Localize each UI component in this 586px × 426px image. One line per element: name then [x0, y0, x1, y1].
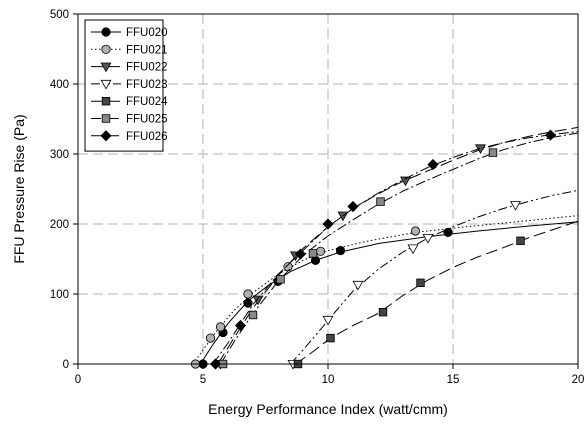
series-line — [212, 131, 579, 365]
data-point — [510, 201, 521, 211]
data-point — [234, 319, 247, 332]
series-line — [290, 189, 579, 365]
data-point — [205, 333, 216, 343]
x-axis-label: Energy Performance Index (watt/cmm) — [208, 401, 448, 417]
x-tick-label: 10 — [322, 374, 335, 386]
y-tick-label: 300 — [50, 149, 69, 161]
y-tick-label: 0 — [63, 359, 69, 371]
legend-marker — [101, 97, 111, 106]
data-point — [283, 262, 293, 272]
legend-marker — [101, 114, 111, 123]
data-point — [410, 226, 421, 236]
data-point — [308, 249, 318, 258]
x-tick-label: 15 — [447, 374, 460, 386]
data-point — [516, 236, 525, 245]
y-tick-label: 200 — [50, 219, 69, 231]
series-line — [217, 126, 579, 365]
series-ffu020 — [198, 221, 579, 369]
data-point — [416, 278, 425, 287]
legend-label: FFU020 — [126, 27, 168, 39]
data-point — [378, 307, 388, 317]
legend-label: FFU025 — [126, 114, 168, 126]
data-point — [276, 275, 285, 284]
data-point — [407, 244, 419, 255]
y-tick-label: 400 — [50, 79, 69, 91]
legend-box — [84, 19, 164, 152]
series-ffu026 — [209, 129, 579, 370]
data-point — [322, 315, 334, 326]
legend-marker — [101, 27, 111, 37]
legend-label: FFU023 — [126, 79, 168, 91]
data-point — [335, 246, 346, 256]
data-point — [488, 148, 498, 157]
data-point — [544, 129, 557, 141]
data-point — [347, 200, 359, 213]
legend: FFU020 FFU021 FFU022 FFU023 FFU024 FFU025 FFU0… — [84, 19, 168, 152]
legend-entry: FFU024 — [91, 96, 168, 108]
legend-label: FFU024 — [126, 96, 168, 108]
legend-entry: FFU023 — [91, 79, 168, 91]
data-point — [243, 298, 253, 308]
x-tick-label: 0 — [75, 374, 81, 386]
legend-label: FFU026 — [126, 131, 168, 143]
legend-marker — [100, 79, 112, 90]
series-ffu023 — [287, 189, 579, 370]
y-axis-label: FFU Pressure Rise (Pa) — [11, 114, 27, 263]
data-point — [352, 280, 364, 291]
data-point — [252, 295, 264, 306]
series-layer — [190, 126, 579, 370]
data-point — [422, 233, 434, 244]
data-point — [400, 176, 411, 187]
y-tick-label: 500 — [50, 9, 69, 21]
legend-entry: FFU022 — [91, 62, 168, 74]
data-point — [248, 310, 258, 320]
legend-marker — [100, 62, 112, 73]
series-line — [192, 215, 579, 365]
data-point — [243, 289, 253, 299]
data-point — [443, 227, 453, 237]
legend-label: FFU021 — [126, 44, 168, 56]
legend-marker — [100, 130, 112, 142]
data-point — [427, 158, 439, 171]
series-line — [220, 132, 579, 365]
data-point — [322, 218, 334, 230]
legend-marker — [101, 44, 111, 54]
data-point — [215, 322, 226, 332]
data-point — [326, 333, 335, 343]
legend-entry: FFU026 — [91, 130, 168, 143]
legend-label: FFU022 — [126, 62, 168, 74]
legend-entry: FFU020 — [91, 27, 168, 39]
data-point — [376, 197, 385, 206]
legend-entry: FFU021 — [91, 44, 168, 56]
x-tick-label: 5 — [200, 374, 206, 386]
data-point — [294, 248, 307, 260]
x-tick-label: 20 — [572, 374, 585, 386]
legend-entry: FFU025 — [91, 114, 168, 126]
data-point — [315, 246, 326, 256]
y-tick-label: 100 — [50, 289, 69, 301]
